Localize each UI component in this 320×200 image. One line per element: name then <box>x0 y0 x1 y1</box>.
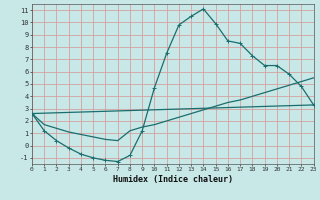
X-axis label: Humidex (Indice chaleur): Humidex (Indice chaleur) <box>113 175 233 184</box>
